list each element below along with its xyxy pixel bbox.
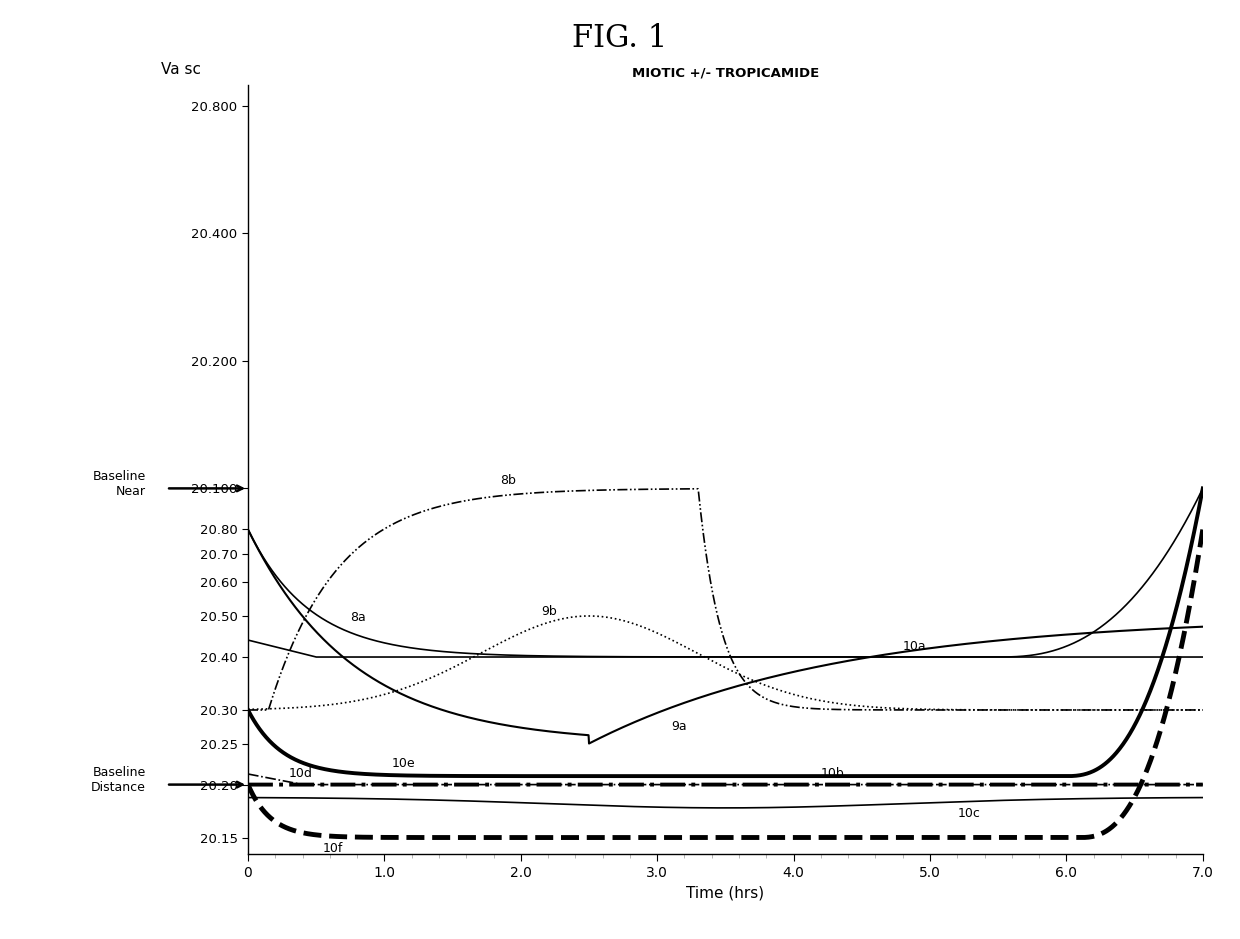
Text: 10c: 10c [957,807,980,820]
Text: 8a: 8a [350,611,366,624]
Text: 10f: 10f [322,842,343,854]
Text: 8b: 8b [500,474,516,487]
X-axis label: Time (hrs): Time (hrs) [686,885,765,901]
Text: 9a: 9a [671,720,687,733]
Title: MIOTIC +/- TROPICAMIDE: MIOTIC +/- TROPICAMIDE [631,66,820,79]
Text: FIG. 1: FIG. 1 [573,23,667,54]
Text: Baseline
Distance: Baseline Distance [91,766,146,794]
Text: Baseline
Near: Baseline Near [93,470,146,499]
Text: 10d: 10d [289,766,312,779]
Text: 10a: 10a [903,639,926,653]
Text: 10b: 10b [821,767,844,780]
Text: 9b: 9b [541,606,557,619]
Text: 10e: 10e [392,757,415,770]
Y-axis label: Va sc: Va sc [161,62,201,77]
